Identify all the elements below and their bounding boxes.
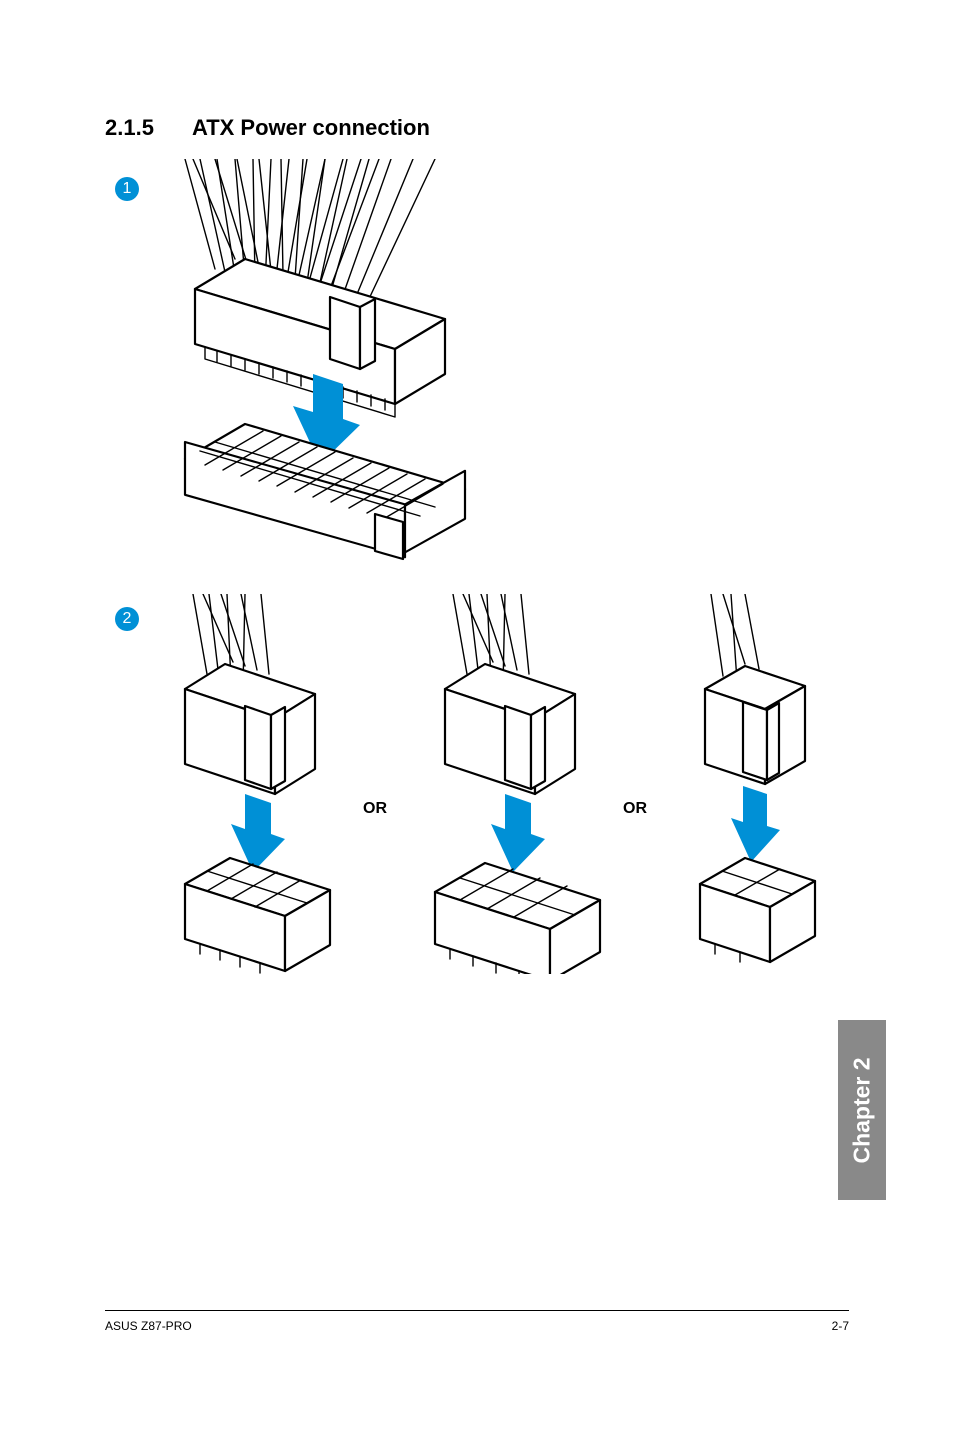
footer-product: ASUS Z87-PRO <box>105 1319 192 1333</box>
cpu-power-8pin-b <box>405 594 605 974</box>
heading-title: ATX Power connection <box>192 115 430 141</box>
or-label-2: OR <box>623 750 647 818</box>
down-arrow-icon <box>491 794 545 872</box>
diagram-section-2: 2 <box>115 589 854 979</box>
down-arrow-icon <box>731 786 780 862</box>
step-badge-1: 1 <box>115 177 139 201</box>
cpu-power-4pin <box>665 594 835 974</box>
section-heading: 2.1.5 ATX Power connection <box>105 115 854 141</box>
diagram-section-1: 1 <box>115 159 854 579</box>
cpu-power-8pin-a <box>145 594 345 974</box>
chapter-tab-label: Chapter 2 <box>849 1057 876 1163</box>
or-label-1: OR <box>363 750 387 818</box>
step-badge-2: 2 <box>115 607 139 631</box>
page-footer: ASUS Z87-PRO 2-7 <box>105 1310 849 1333</box>
footer-page-number: 2-7 <box>832 1319 849 1333</box>
atx-24pin-diagram <box>145 159 515 569</box>
heading-number: 2.1.5 <box>105 115 154 141</box>
chapter-tab: Chapter 2 <box>838 1020 886 1200</box>
